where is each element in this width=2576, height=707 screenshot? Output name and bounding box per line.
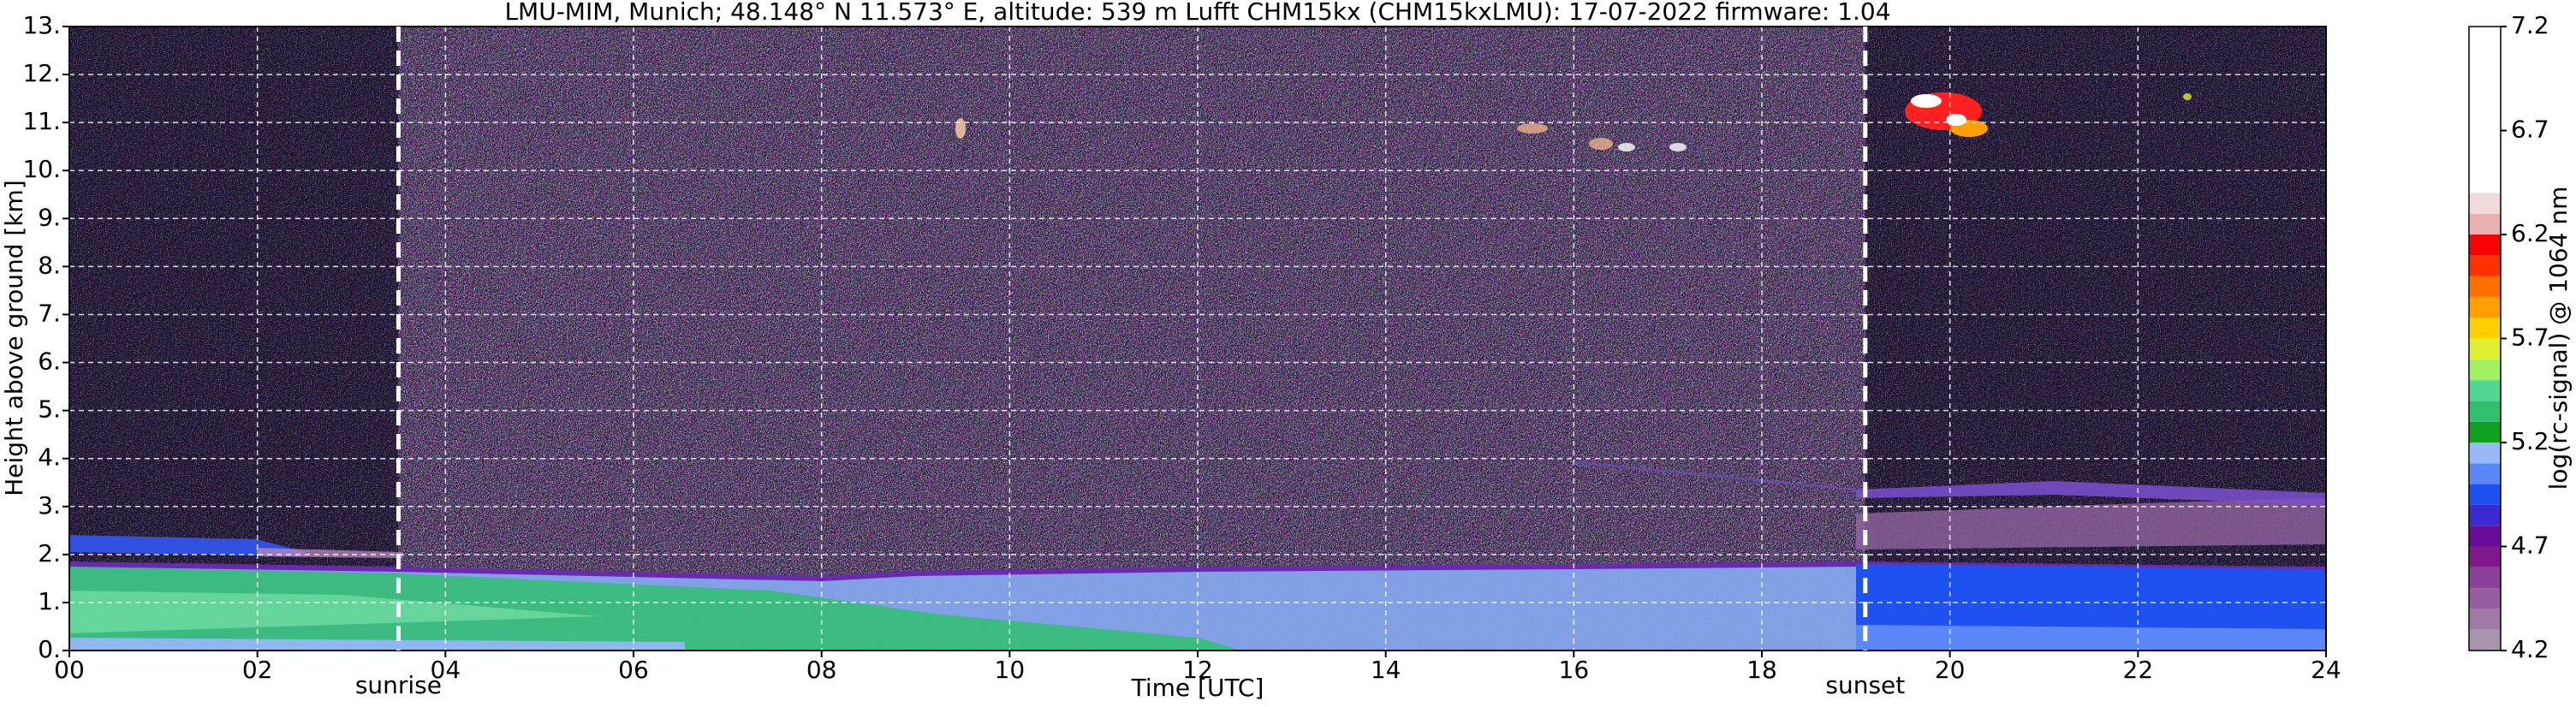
colorbar-tick-label: 5.2 [2511, 427, 2549, 455]
cloud [1618, 143, 1635, 152]
colorbar-label: log(rc-signal) @ 1064 nm [2544, 187, 2573, 490]
colorbar-segment [2469, 609, 2501, 630]
y-tick-label: 11. [22, 107, 61, 135]
colorbar-segment [2469, 255, 2501, 276]
x-tick-label: 14 [1371, 656, 1401, 684]
colorbar-segment [2469, 526, 2501, 547]
y-tick-label: 9. [38, 203, 61, 231]
colorbar-segment [2469, 359, 2501, 381]
x-tick-label: 00 [54, 656, 85, 684]
colorbar-segment [2469, 296, 2501, 318]
colorbar-tick-label: 6.2 [2511, 219, 2549, 247]
annotation-label: sunrise [355, 671, 442, 699]
x-tick-label: 24 [2311, 656, 2341, 684]
y-tick-label: 2. [38, 539, 61, 567]
grid [68, 26, 2327, 651]
y-tick-label: 4. [38, 443, 61, 472]
cloud [1589, 138, 1613, 150]
colorbar-tick-label: 5.7 [2511, 324, 2549, 352]
x-tick-label: 02 [242, 656, 273, 684]
colorbar-segment [2469, 276, 2501, 297]
noise-day [398, 27, 1865, 651]
colorbar-segment [2469, 504, 2501, 526]
night-layer [1856, 498, 2326, 550]
x-tick-label: 18 [1746, 656, 1777, 684]
layer-top [69, 561, 2326, 582]
colorbar-segment [2469, 546, 2501, 567]
colorbar-segment [2469, 235, 2501, 256]
x-tick-label: 16 [1559, 656, 1590, 684]
colorbar-tick-label: 4.2 [2511, 635, 2549, 663]
colorbar-segment [2469, 588, 2501, 609]
colorbar-segment [2469, 338, 2501, 359]
y-tick-label: 10. [22, 155, 61, 183]
y-tick-label: 5. [38, 395, 61, 424]
residual-layer [257, 548, 402, 558]
aerosol-layer [69, 591, 599, 633]
colorbar-segment [2469, 401, 2501, 422]
x-axis-label: Time [UTC] [1131, 674, 1264, 702]
night-layer [1573, 460, 1857, 491]
colorbar-segment [2469, 463, 2501, 484]
night-layer [1856, 625, 2326, 651]
colorbar-segment [2469, 213, 2501, 235]
x-tick-label: 20 [1935, 656, 1966, 684]
y-axis-label: Height above ground [km] [0, 180, 28, 496]
y-tick-label: 1. [38, 587, 61, 615]
y-tick-label: 13. [22, 11, 61, 39]
cloud [2183, 93, 2192, 100]
aerosol-layer [69, 567, 1241, 651]
y-tick-label: 8. [38, 251, 61, 279]
aerosol-layer [69, 638, 685, 651]
y-tick-label: 0. [38, 635, 61, 663]
y-tick-label: 6. [38, 348, 61, 376]
y-tick-label: 7. [38, 299, 61, 327]
colorbar-segment [2469, 421, 2501, 443]
y-tick-label: 12. [22, 59, 61, 87]
colorbar-tick-label: 6.7 [2511, 116, 2549, 144]
cloud [1911, 94, 1942, 108]
x-tick-label: 06 [618, 656, 649, 684]
colorbar-tick-label: 4.7 [2511, 532, 2549, 560]
annotation-label: sunset [1825, 671, 1905, 699]
colorbar-segment [2469, 629, 2501, 651]
y-tick-label: 3. [38, 491, 61, 520]
colorbar-segment [2469, 567, 2501, 589]
chart-title: LMU-MIM, Munich; 48.148° N 11.573° E, al… [504, 0, 1890, 26]
x-tick-label: 04 [431, 656, 461, 684]
colorbar-segment [2469, 443, 2501, 464]
cloud [1669, 143, 1687, 152]
colorbar-tick-label: 7.2 [2511, 11, 2549, 39]
x-tick-label: 22 [2123, 656, 2154, 684]
x-tick-label: 10 [995, 656, 1026, 684]
cloud [1517, 123, 1548, 134]
colorbar-segment [2469, 193, 2501, 214]
cloud [955, 118, 966, 139]
colorbar-segment [2469, 380, 2501, 401]
colorbar-segment [2469, 27, 2501, 193]
residual-layer [69, 535, 305, 556]
colorbar-segment [2469, 318, 2501, 339]
colorbar-segment [2469, 484, 2501, 505]
x-tick-label: 08 [806, 656, 837, 684]
night-layer [1856, 481, 2326, 505]
x-tick-label: 12 [1182, 656, 1213, 684]
cloud [1946, 114, 1966, 126]
